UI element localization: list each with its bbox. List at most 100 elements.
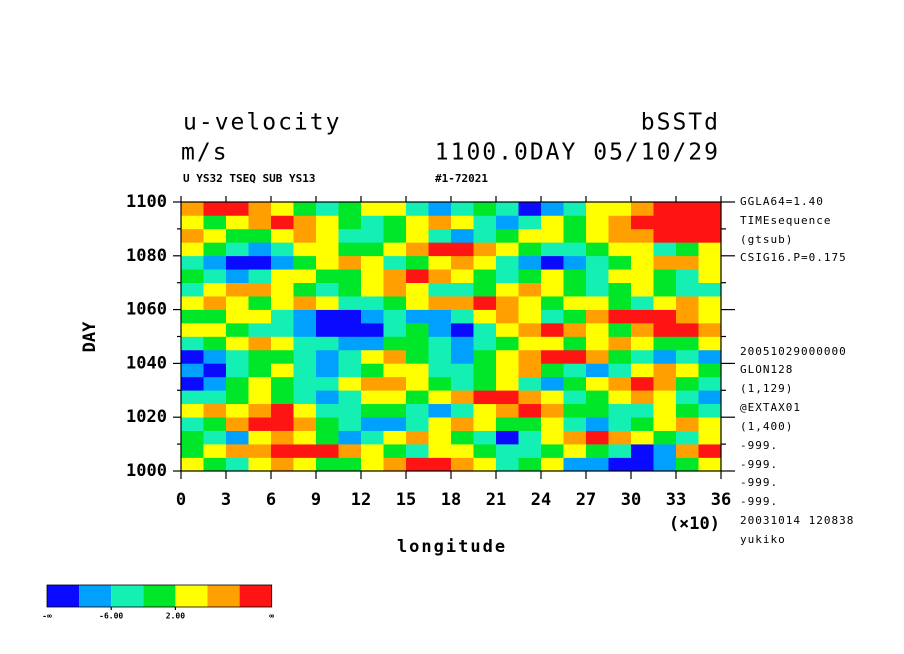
cell bbox=[316, 255, 339, 270]
cell bbox=[338, 228, 362, 243]
cell bbox=[541, 296, 564, 310]
cell bbox=[226, 323, 249, 337]
cell bbox=[248, 309, 272, 324]
title: u-velocity bbox=[183, 110, 341, 136]
cell bbox=[608, 255, 632, 270]
cell bbox=[338, 336, 362, 351]
cell bbox=[203, 323, 227, 337]
cell bbox=[181, 282, 204, 297]
cell bbox=[226, 296, 249, 310]
cell bbox=[361, 363, 384, 378]
cell bbox=[451, 296, 474, 310]
note: TIMEsequence bbox=[740, 214, 831, 227]
y-tick-label: 1100 bbox=[126, 192, 167, 212]
cell bbox=[181, 430, 204, 445]
note: 20051029000000 bbox=[740, 345, 847, 358]
cell bbox=[608, 202, 632, 216]
cell bbox=[406, 242, 429, 257]
cell bbox=[473, 376, 497, 391]
cell bbox=[271, 323, 294, 337]
cell bbox=[361, 444, 384, 458]
cell bbox=[518, 336, 542, 351]
cell bbox=[541, 444, 564, 458]
cell bbox=[608, 363, 632, 378]
cell bbox=[653, 376, 677, 391]
cell bbox=[698, 323, 722, 337]
cell bbox=[586, 336, 609, 351]
cell bbox=[496, 323, 519, 337]
cell bbox=[563, 282, 587, 297]
cell bbox=[248, 363, 272, 378]
cell bbox=[226, 242, 249, 257]
cell bbox=[383, 282, 407, 297]
cell bbox=[541, 255, 564, 270]
x-tick-label: 3 bbox=[221, 490, 231, 510]
cell bbox=[653, 269, 677, 283]
colorbar-frame bbox=[46, 584, 273, 608]
cell bbox=[203, 282, 227, 297]
cell bbox=[518, 376, 542, 391]
cell bbox=[361, 296, 384, 310]
cell bbox=[563, 309, 587, 324]
cell bbox=[293, 390, 317, 405]
cell bbox=[428, 242, 452, 257]
cell bbox=[698, 457, 722, 472]
cell bbox=[473, 349, 497, 364]
note: (1,400) bbox=[740, 420, 793, 433]
cell bbox=[676, 282, 699, 297]
run-id: #1-72021 bbox=[435, 172, 488, 185]
cell bbox=[428, 309, 452, 324]
cell bbox=[248, 323, 272, 337]
cell bbox=[608, 417, 632, 431]
cell bbox=[496, 376, 519, 391]
cell bbox=[541, 457, 564, 472]
cell bbox=[248, 457, 272, 472]
cell bbox=[271, 390, 294, 405]
cell bbox=[361, 336, 384, 351]
cell bbox=[316, 417, 339, 431]
cell bbox=[586, 255, 609, 270]
cell bbox=[698, 336, 722, 351]
cell bbox=[406, 403, 429, 418]
x-tick-label: 24 bbox=[531, 490, 551, 510]
cell bbox=[181, 255, 204, 270]
cell bbox=[608, 376, 632, 391]
colorbar-label: 2.00 bbox=[166, 612, 185, 621]
cell bbox=[473, 202, 497, 216]
cell bbox=[541, 202, 564, 216]
cell bbox=[293, 417, 317, 431]
cell bbox=[631, 336, 654, 351]
cell bbox=[608, 457, 632, 472]
cell bbox=[271, 282, 294, 297]
cell bbox=[406, 363, 429, 378]
cell bbox=[518, 349, 542, 364]
cell bbox=[518, 403, 542, 418]
y-tick-label: 1080 bbox=[126, 246, 167, 266]
cell bbox=[473, 228, 497, 243]
cell bbox=[451, 444, 474, 458]
cell bbox=[653, 457, 677, 472]
cell bbox=[586, 349, 609, 364]
cell bbox=[181, 336, 204, 351]
colorbar-box bbox=[239, 585, 272, 607]
cell bbox=[383, 255, 407, 270]
cell bbox=[316, 202, 339, 216]
cell bbox=[248, 336, 272, 351]
cell bbox=[473, 430, 497, 445]
cell bbox=[293, 269, 317, 283]
cell bbox=[338, 202, 362, 216]
cell bbox=[248, 296, 272, 310]
cell bbox=[428, 444, 452, 458]
colorbar-label: -6.00 bbox=[99, 612, 123, 621]
cell bbox=[181, 403, 204, 418]
cell bbox=[473, 457, 497, 472]
cell bbox=[316, 323, 339, 337]
x-tick-label: 27 bbox=[576, 490, 596, 510]
cell bbox=[541, 417, 564, 431]
cell bbox=[563, 363, 587, 378]
cell bbox=[653, 390, 677, 405]
cell bbox=[383, 363, 407, 378]
cell bbox=[248, 430, 272, 445]
cell bbox=[293, 202, 317, 216]
cell bbox=[293, 403, 317, 418]
